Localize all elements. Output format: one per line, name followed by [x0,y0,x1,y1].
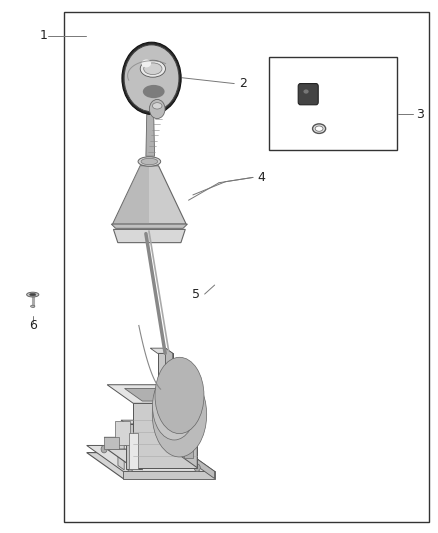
Circle shape [168,446,174,453]
Ellipse shape [155,357,204,434]
Polygon shape [113,166,149,224]
Polygon shape [118,425,124,470]
Polygon shape [158,353,173,401]
Ellipse shape [152,103,162,109]
Ellipse shape [144,63,162,75]
Polygon shape [173,429,193,437]
Polygon shape [133,403,197,468]
Polygon shape [104,437,130,445]
Polygon shape [126,424,141,469]
Circle shape [101,446,107,453]
FancyBboxPatch shape [298,84,318,105]
Polygon shape [136,425,142,470]
Circle shape [194,464,200,471]
Ellipse shape [27,292,39,297]
Ellipse shape [138,157,161,166]
Ellipse shape [141,60,151,67]
Circle shape [124,45,179,112]
Bar [269,57,397,150]
Polygon shape [146,114,155,156]
Text: 3: 3 [417,108,424,121]
Ellipse shape [152,372,207,457]
Polygon shape [129,433,138,469]
Circle shape [122,42,181,114]
Polygon shape [150,348,173,353]
Ellipse shape [143,85,165,98]
Ellipse shape [315,126,323,131]
Polygon shape [113,229,185,243]
Ellipse shape [304,90,309,94]
Ellipse shape [140,60,166,77]
Polygon shape [173,429,193,437]
Polygon shape [111,224,187,228]
Polygon shape [166,348,173,401]
Bar [64,12,429,522]
Polygon shape [104,437,119,449]
Circle shape [127,464,133,471]
Polygon shape [171,385,197,468]
Polygon shape [184,437,193,458]
Polygon shape [107,449,197,468]
Polygon shape [124,389,184,401]
Ellipse shape [141,158,158,165]
Ellipse shape [31,305,35,308]
Polygon shape [107,385,197,403]
Polygon shape [115,421,130,445]
Polygon shape [121,420,141,424]
Text: 6: 6 [29,319,37,333]
Polygon shape [178,446,215,479]
Text: 5: 5 [192,288,200,301]
Ellipse shape [30,293,36,296]
Text: 2: 2 [239,77,247,90]
Circle shape [149,100,165,118]
Text: 4: 4 [258,171,265,184]
Ellipse shape [152,372,196,440]
Text: 1: 1 [40,29,48,42]
Ellipse shape [313,124,325,133]
Polygon shape [87,453,215,479]
Polygon shape [113,166,186,224]
Polygon shape [123,471,215,479]
Polygon shape [87,446,215,471]
